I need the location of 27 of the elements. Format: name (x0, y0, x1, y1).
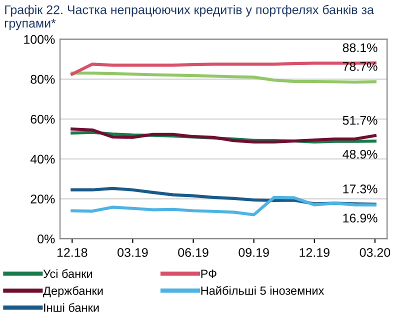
legend-label: РФ (201, 270, 216, 278)
y-tick-label: 80% (30, 74, 55, 84)
x-tick-label: 12.18 (57, 248, 88, 257)
line-series (70, 72, 377, 84)
line-series (70, 61, 377, 76)
legend-label: Усі банки (43, 269, 92, 278)
line-series (70, 127, 377, 144)
x-tick-label: 06.19 (178, 248, 208, 257)
data-label: 17.3% (343, 184, 378, 194)
legend-label: Найбільші 5 іноземних (201, 286, 324, 295)
x-tick-label: 03.19 (118, 248, 148, 257)
x-tick-label: 09.19 (238, 248, 269, 257)
y-tick-label: 100% (24, 35, 55, 44)
y-tick-label: 0% (38, 234, 55, 244)
legend-label: Держбанки (43, 286, 103, 298)
chart-title: Графік 22. Частка непрацюючих кредитів у портфелях банків за групами* (5, 4, 374, 30)
y-tick-label: 40% (30, 154, 55, 164)
x-tick-label: 03.20 (360, 248, 390, 257)
data-label: 88.1% (342, 43, 378, 52)
data-label: 78.7% (342, 62, 378, 71)
y-tick-label: 60% (30, 114, 55, 124)
data-label: 51.7% (342, 116, 378, 125)
data-label: 48.9% (342, 150, 378, 159)
y-tick-label: 20% (30, 194, 55, 204)
data-label: 16.9% (343, 214, 378, 223)
legend-label: Інші банки (44, 303, 99, 312)
x-tick-label: 12.19 (300, 248, 330, 257)
